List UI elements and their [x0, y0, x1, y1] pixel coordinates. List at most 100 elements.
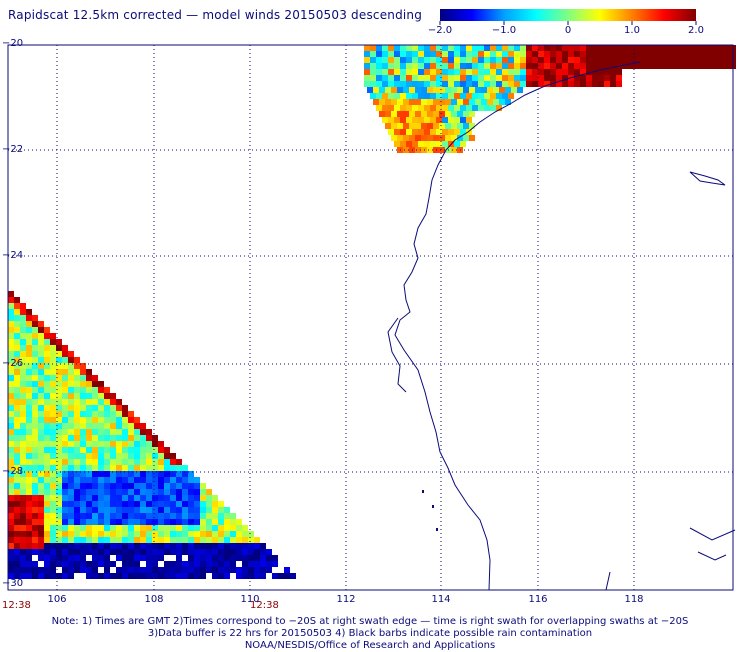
wind-pixel: [550, 69, 556, 75]
wind-pixel: [116, 471, 122, 477]
wind-pixel: [68, 369, 74, 375]
wind-pixel: [32, 567, 38, 573]
wind-pixel: [8, 495, 14, 501]
wind-pixel: [664, 63, 670, 69]
wind-pixel: [712, 51, 718, 57]
wind-pixel: [254, 561, 260, 567]
wind-pixel: [8, 411, 14, 417]
wind-pixel: [110, 393, 116, 399]
wind-pixel: [20, 321, 26, 327]
wind-pixel: [74, 375, 80, 381]
wind-pixel: [68, 363, 74, 369]
lon-label-114: 114: [431, 594, 451, 605]
wind-pixel: [478, 45, 484, 51]
wind-pixel: [62, 381, 68, 387]
wind-pixel: [146, 519, 152, 525]
wind-pixel: [415, 147, 421, 153]
wind-pixel: [92, 519, 98, 525]
wind-pixel: [218, 531, 224, 537]
wind-pixel: [134, 465, 140, 471]
wind-pixel: [98, 417, 104, 423]
wind-pixel: [134, 573, 140, 579]
wind-pixel: [170, 495, 176, 501]
footnote-line-3: NOAA/NESDIS/Office of Research and Appli…: [244, 640, 496, 651]
wind-pixel: [508, 81, 514, 87]
wind-pixel: [140, 525, 146, 531]
wind-pixel: [391, 99, 397, 105]
wind-pixel: [152, 531, 158, 537]
wind-pixel: [511, 87, 517, 93]
wind-pixel: [385, 111, 391, 117]
wind-pixel: [74, 441, 80, 447]
wind-pixel: [206, 525, 212, 531]
wind-pixel: [8, 393, 14, 399]
wind-pixel: [400, 141, 406, 147]
wind-pixel: [50, 387, 56, 393]
wind-pixel: [152, 525, 158, 531]
wind-pixel: [80, 477, 86, 483]
wind-pixel: [388, 69, 394, 75]
wind-pixel: [200, 525, 206, 531]
wind-pixel: [8, 531, 14, 537]
wind-pixel: [224, 573, 230, 579]
wind-pixel: [439, 111, 445, 117]
wind-pixel: [481, 87, 487, 93]
wind-pixel: [26, 387, 32, 393]
wind-pixel: [56, 345, 62, 351]
wind-pixel: [50, 495, 56, 501]
wind-pixel: [56, 495, 62, 501]
wind-pixel: [56, 417, 62, 423]
wind-pixel: [62, 513, 68, 519]
wind-pixel: [406, 141, 412, 147]
wind-pixel: [44, 459, 50, 465]
wind-pixel: [574, 45, 580, 51]
wind-pixel: [86, 561, 92, 567]
wind-pixel: [212, 543, 218, 549]
wind-pixel: [134, 513, 140, 519]
wind-pixel: [520, 57, 526, 63]
wind-pixel: [32, 423, 38, 429]
wind-pixel: [164, 531, 170, 537]
wind-pixel: [224, 531, 230, 537]
wind-pixel: [418, 51, 424, 57]
wind-pixel: [122, 489, 128, 495]
wind-pixel: [32, 465, 38, 471]
wind-pixel: [628, 57, 634, 63]
wind-pixel: [44, 399, 50, 405]
wind-pixel: [20, 501, 26, 507]
wind-pixel: [140, 495, 146, 501]
wind-pixel: [676, 45, 682, 51]
wind-pixel: [403, 147, 409, 153]
wind-pixel: [670, 45, 676, 51]
wind-pixel: [56, 483, 62, 489]
wind-pixel: [8, 381, 14, 387]
wind-pixel: [472, 57, 478, 63]
wind-pixel: [466, 129, 472, 135]
wind-pixel: [98, 525, 104, 531]
wind-pixel: [62, 525, 68, 531]
wind-pixel: [409, 123, 415, 129]
wind-pixel: [170, 477, 176, 483]
wind-pixel: [80, 483, 86, 489]
wind-pixel: [182, 561, 188, 567]
wind-pixel: [212, 513, 218, 519]
wind-pixel: [32, 429, 38, 435]
wind-pixel: [170, 525, 176, 531]
wind-pixel: [218, 501, 224, 507]
wind-pixel: [74, 447, 80, 453]
wind-pixel: [44, 561, 50, 567]
wind-pixel: [230, 513, 236, 519]
wind-pixel: [676, 57, 682, 63]
wind-pixel: [206, 549, 212, 555]
wind-pixel: [140, 501, 146, 507]
wind-pixel: [424, 57, 430, 63]
wind-pixel: [484, 51, 490, 57]
wind-pixel: [490, 57, 496, 63]
wind-pixel: [451, 99, 457, 105]
wind-pixel: [38, 339, 44, 345]
wind-pixel: [526, 51, 532, 57]
wind-pixel: [634, 51, 640, 57]
wind-pixel: [32, 561, 38, 567]
wind-pixel: [628, 45, 634, 51]
wind-pixel: [206, 489, 212, 495]
